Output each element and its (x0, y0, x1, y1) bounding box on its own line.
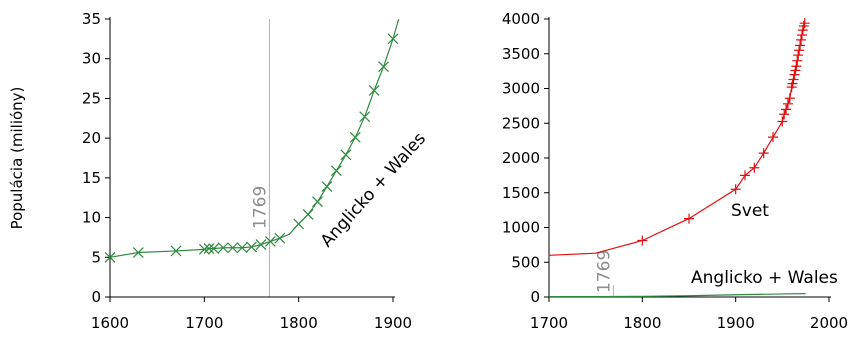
data-point (359, 111, 371, 123)
y-tick-label: 30 (82, 50, 101, 68)
series-line (548, 292, 806, 298)
data-point (799, 18, 810, 29)
series-label: Anglicko + Wales (317, 129, 430, 252)
reference-line-label: 1769 (250, 186, 270, 229)
data-point (264, 235, 276, 247)
data-point (784, 93, 795, 104)
data-point (768, 132, 778, 143)
data-point (217, 242, 229, 254)
x-tick-label: 1800 (623, 314, 661, 332)
y-tick-label: 3000 (502, 80, 540, 98)
data-point (132, 247, 144, 258)
data-point (791, 61, 802, 72)
x-tick-label: 2000 (810, 314, 848, 332)
data-point (378, 61, 389, 73)
data-point (779, 109, 790, 120)
data-point (208, 243, 220, 254)
y-tick-label: 5 (91, 248, 101, 266)
data-point (787, 78, 798, 89)
x-tick-label: 1900 (374, 314, 412, 332)
data-point (637, 235, 648, 246)
y-tick-label: 2500 (502, 114, 540, 132)
data-point (349, 131, 361, 143)
data-point (236, 242, 248, 254)
chart-england-wales: Populácia (milióny) 1769 0 5 10 15 20 25 30 35 16… (8, 10, 430, 332)
data-point (312, 196, 323, 208)
data-point (749, 162, 760, 173)
y-axis-label: Populácia (milióny) (8, 87, 26, 230)
y-tick-label: 1500 (502, 184, 540, 202)
data-point (782, 98, 793, 109)
x-tick-label: 1600 (91, 314, 129, 332)
y-tick-label: 15 (82, 169, 101, 187)
series-label: Svet (731, 201, 769, 221)
data-point (321, 181, 333, 193)
data-point (789, 69, 800, 80)
data-point (340, 149, 352, 161)
data-point (788, 74, 799, 85)
x-tick-label: 1700 (530, 314, 568, 332)
data-point (330, 165, 342, 177)
y-tick-label: 0 (91, 288, 101, 306)
data-point (198, 243, 210, 255)
reference-line-label: 1769 (594, 250, 614, 293)
data-point (255, 239, 267, 251)
y-tick-label: 3500 (502, 45, 540, 63)
x-tick-label: 1900 (717, 314, 755, 332)
data-point (246, 241, 257, 253)
data-point (368, 85, 380, 96)
data-point (684, 213, 694, 224)
y-tick-label: 500 (511, 253, 540, 271)
data-point (790, 65, 801, 76)
data-point (730, 184, 741, 195)
data-point (796, 34, 806, 45)
data-point (104, 251, 116, 263)
data-point (387, 33, 399, 45)
chart-world: 1769 0 500 1000 1500 2000 2500 3000 3500 4000 1700… (502, 10, 848, 332)
y-tick-label: 2000 (502, 149, 540, 167)
data-point (740, 170, 750, 181)
y-tick-label: 1000 (502, 219, 540, 237)
data-point (796, 29, 807, 40)
data-point (794, 45, 805, 56)
y-tick-label: 20 (82, 129, 101, 147)
data-point (777, 116, 788, 127)
data-point (293, 218, 305, 230)
x-tick-label: 1700 (185, 314, 223, 332)
data-point (798, 20, 809, 31)
x-tick-label: 1800 (280, 314, 318, 332)
data-point (797, 25, 808, 36)
y-tick-label: 25 (82, 89, 101, 107)
data-point (203, 243, 215, 254)
y-tick-label: 4000 (502, 10, 540, 28)
data-point (792, 55, 803, 66)
data-point (227, 242, 239, 254)
y-tick-label: 35 (82, 10, 101, 28)
y-tick-label: 10 (82, 209, 101, 227)
data-point (274, 232, 286, 244)
data-point (793, 50, 804, 61)
data-point (795, 40, 806, 51)
data-point (302, 208, 314, 220)
data-point (170, 245, 182, 257)
series-label: Anglicko + Wales (691, 268, 838, 288)
y-tick-label: 0 (530, 288, 540, 306)
data-point (758, 148, 769, 159)
data-point (781, 104, 792, 115)
